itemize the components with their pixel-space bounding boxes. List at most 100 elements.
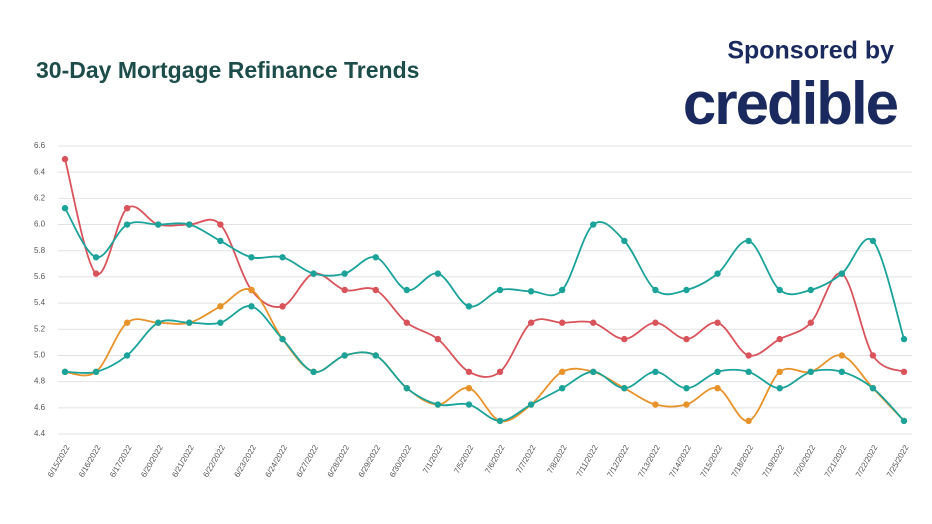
series-line — [64, 207, 905, 340]
data-point — [310, 368, 317, 376]
data-point — [248, 303, 255, 310]
data-point — [403, 319, 411, 326]
data-point — [558, 319, 566, 326]
data-point — [838, 368, 846, 376]
x-tick-label: 6/21/2022 — [170, 443, 196, 479]
x-tick-label: 6/29/2022 — [357, 443, 383, 479]
y-tick-label: 4.8 — [34, 377, 46, 386]
data-point — [869, 384, 877, 392]
data-point — [869, 352, 877, 359]
data-point — [217, 319, 224, 326]
x-tick-label: 6/22/2022 — [201, 443, 227, 479]
series-line — [64, 305, 905, 422]
chart-title: 30-Day Mortgage Refinance Trends — [36, 57, 419, 83]
data-point — [186, 319, 193, 326]
data-point — [683, 401, 690, 408]
data-point — [372, 286, 379, 294]
x-tick-label: 7/11/2022 — [575, 443, 601, 478]
data-point — [745, 417, 752, 425]
data-point — [745, 352, 752, 359]
x-tick-label: 7/19/2022 — [761, 443, 787, 479]
series-line — [64, 288, 905, 423]
data-point — [558, 368, 566, 376]
data-point — [590, 221, 597, 228]
data-point — [900, 417, 908, 425]
data-point — [558, 384, 566, 392]
data-point — [279, 335, 286, 343]
data-point — [341, 270, 348, 277]
data-point — [621, 237, 628, 245]
data-point — [217, 221, 224, 228]
data-point — [279, 303, 286, 310]
y-tick-label: 5.0 — [34, 351, 46, 360]
data-point — [92, 368, 100, 376]
x-tick-label: 6/30/2022 — [388, 443, 414, 479]
data-point — [279, 254, 286, 261]
x-tick-label: 7/1/2022 — [421, 443, 445, 475]
data-point — [683, 335, 690, 343]
data-point — [92, 254, 100, 261]
y-tick-label: 5.4 — [34, 298, 46, 307]
data-point — [621, 384, 628, 392]
data-point — [496, 286, 504, 294]
x-tick-label: 7/14/2022 — [667, 443, 693, 479]
y-tick-label: 5.8 — [34, 246, 46, 255]
x-tick-label: 7/13/2022 — [636, 443, 662, 479]
data-point — [714, 384, 721, 392]
x-tick-label: 6/23/2022 — [232, 443, 258, 479]
data-point — [496, 417, 504, 425]
x-tick-label: 7/8/2022 — [545, 443, 569, 475]
data-point — [838, 352, 846, 359]
data-point — [310, 270, 317, 277]
x-tick-label: 7/12/2022 — [605, 443, 631, 479]
x-tick-label: 7/15/2022 — [699, 443, 725, 479]
data-point — [217, 237, 224, 245]
y-tick-label: 4.4 — [34, 429, 46, 438]
data-point — [714, 368, 721, 376]
data-point — [123, 352, 131, 359]
data-point — [341, 352, 348, 359]
data-point — [248, 254, 255, 261]
x-tick-label: 6/24/2022 — [263, 443, 289, 479]
data-point — [652, 319, 659, 326]
x-tick-label: 6/28/2022 — [326, 443, 352, 479]
data-point — [590, 319, 597, 326]
data-point — [558, 286, 566, 294]
data-point — [838, 270, 846, 277]
data-point — [590, 368, 597, 376]
y-tick-label: 5.2 — [34, 324, 46, 333]
x-tick-label: 7/25/2022 — [885, 443, 911, 479]
data-point — [155, 221, 162, 228]
data-point — [776, 368, 783, 376]
y-tick-label: 4.6 — [34, 403, 46, 412]
data-point — [465, 303, 473, 310]
x-tick-label: 6/20/2022 — [139, 443, 165, 479]
data-point — [372, 352, 379, 359]
data-point — [465, 368, 473, 376]
y-tick-label: 6.0 — [34, 220, 46, 229]
data-point — [527, 288, 535, 295]
data-point — [155, 319, 162, 326]
data-point — [776, 384, 783, 392]
x-tick-label: 7/6/2022 — [483, 443, 507, 475]
data-point — [434, 401, 442, 408]
data-point — [123, 319, 131, 326]
x-tick-label: 7/7/2022 — [514, 443, 538, 475]
series-line — [64, 158, 905, 378]
data-point — [900, 368, 908, 376]
data-point — [621, 335, 628, 343]
brand-logo: credible — [683, 70, 898, 137]
x-tick-label: 6/16/2022 — [77, 443, 103, 479]
data-point — [652, 286, 659, 294]
x-tick-label: 6/15/2022 — [46, 443, 72, 479]
data-point — [714, 270, 721, 277]
data-point — [61, 368, 69, 376]
data-point — [527, 401, 535, 408]
data-point — [61, 204, 69, 212]
data-point — [496, 368, 504, 376]
data-point — [745, 368, 752, 376]
data-point — [92, 270, 100, 277]
data-point — [527, 319, 535, 326]
x-tick-label: 6/17/2022 — [108, 443, 134, 479]
